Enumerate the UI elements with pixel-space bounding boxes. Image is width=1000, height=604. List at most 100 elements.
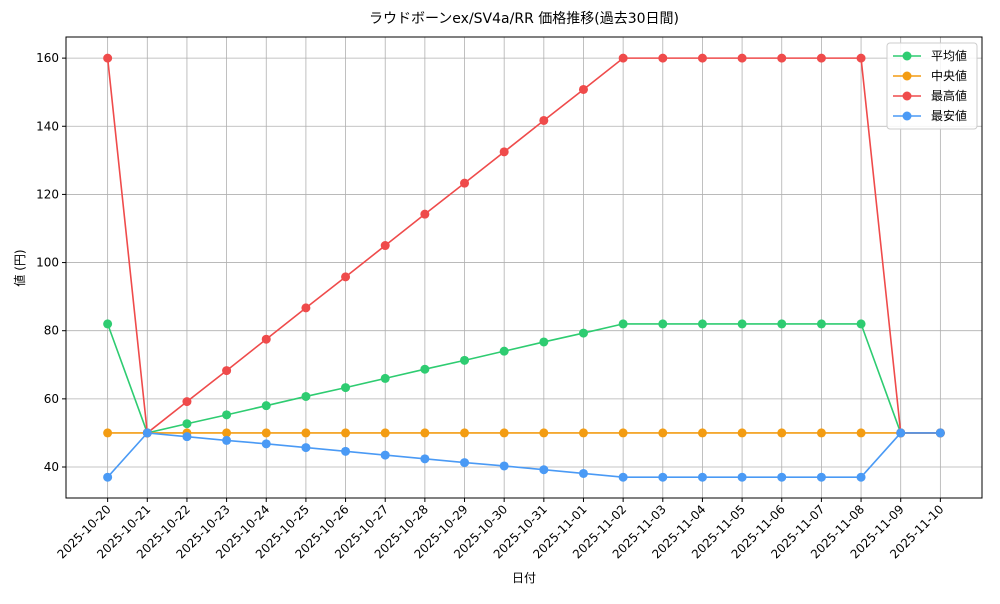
legend-marker [902,91,912,101]
data-point [301,391,311,401]
legend-label: 最安値 [931,108,967,123]
plot-frame [65,36,983,499]
data-point [301,303,311,313]
data-point [578,428,588,438]
series-line [107,432,941,479]
data-point [182,397,192,407]
data-point [103,472,113,482]
data-point [103,53,113,63]
data-point [737,472,747,482]
data-point [380,373,390,383]
chart-title: ラウドボーンex/SV4a/RR 価格推移(過去30日間) [369,11,679,27]
data-point [697,319,707,329]
data-point [539,465,549,475]
data-point [341,446,351,456]
data-point [737,428,747,438]
data-point [816,319,826,329]
data-point [578,468,588,478]
y-tick-label: 100 [36,256,59,270]
y-tick-label: 60 [44,392,59,406]
data-point [539,115,549,125]
data-point [737,53,747,63]
y-tick-label: 120 [36,187,59,201]
data-point [697,53,707,63]
y-tick-label: 160 [36,51,59,65]
data-point [420,428,430,438]
data-point [103,428,113,438]
data-point [618,428,628,438]
y-tick-label: 40 [44,460,59,474]
legend-marker [902,71,912,81]
data-point [499,461,509,471]
legend-box [886,42,978,130]
data-point [658,472,668,482]
data-point [658,53,668,63]
data-point [222,366,232,376]
legend-marker [902,111,912,121]
data-point [618,472,628,482]
data-point [261,334,271,344]
data-point [222,428,232,438]
data-point [499,346,509,356]
data-point [618,53,628,63]
legend-marker [902,51,912,61]
legend-label: 最高値 [931,88,967,103]
data-point [856,319,866,329]
data-point [420,364,430,374]
series-line [106,57,941,435]
data-point [341,428,351,438]
x-axis-label: 日付 [512,571,536,585]
data-point [261,439,271,449]
data-point [777,53,787,63]
data-point [182,419,192,429]
data-point [460,355,470,365]
data-point [380,428,390,438]
data-point [896,428,906,438]
data-point [222,435,232,445]
data-point [578,84,588,94]
data-point [341,272,351,282]
data-point [261,401,271,411]
data-point [539,428,549,438]
data-point [777,319,787,329]
data-point [222,410,232,420]
data-point [460,458,470,468]
data-point [816,53,826,63]
data-point [420,209,430,219]
data-point [697,428,707,438]
data-point [380,450,390,460]
legend-label: 平均値 [931,48,967,63]
data-point [777,472,787,482]
data-point [301,428,311,438]
data-point [103,319,113,329]
data-point [816,428,826,438]
data-point [142,428,152,438]
data-point [816,472,826,482]
data-point [697,472,707,482]
data-point [380,241,390,251]
data-point [737,319,747,329]
data-point [460,428,470,438]
data-point [499,428,509,438]
data-point [618,319,628,329]
y-axis-label: 値 (円) [12,249,27,286]
data-point [658,319,668,329]
data-point [499,147,509,157]
legend-label: 中央値 [931,68,967,83]
data-point [261,428,271,438]
data-point [539,337,549,347]
data-point [935,428,945,438]
data-point [658,428,668,438]
data-point [856,428,866,438]
data-point [856,472,866,482]
data-point [460,178,470,188]
data-point [856,53,866,63]
y-tick-label: 80 [44,324,59,338]
data-point [777,428,787,438]
data-point [301,443,311,453]
data-point [182,432,192,442]
y-tick-label: 140 [36,119,59,133]
series-line [106,323,941,434]
data-point [420,454,430,464]
